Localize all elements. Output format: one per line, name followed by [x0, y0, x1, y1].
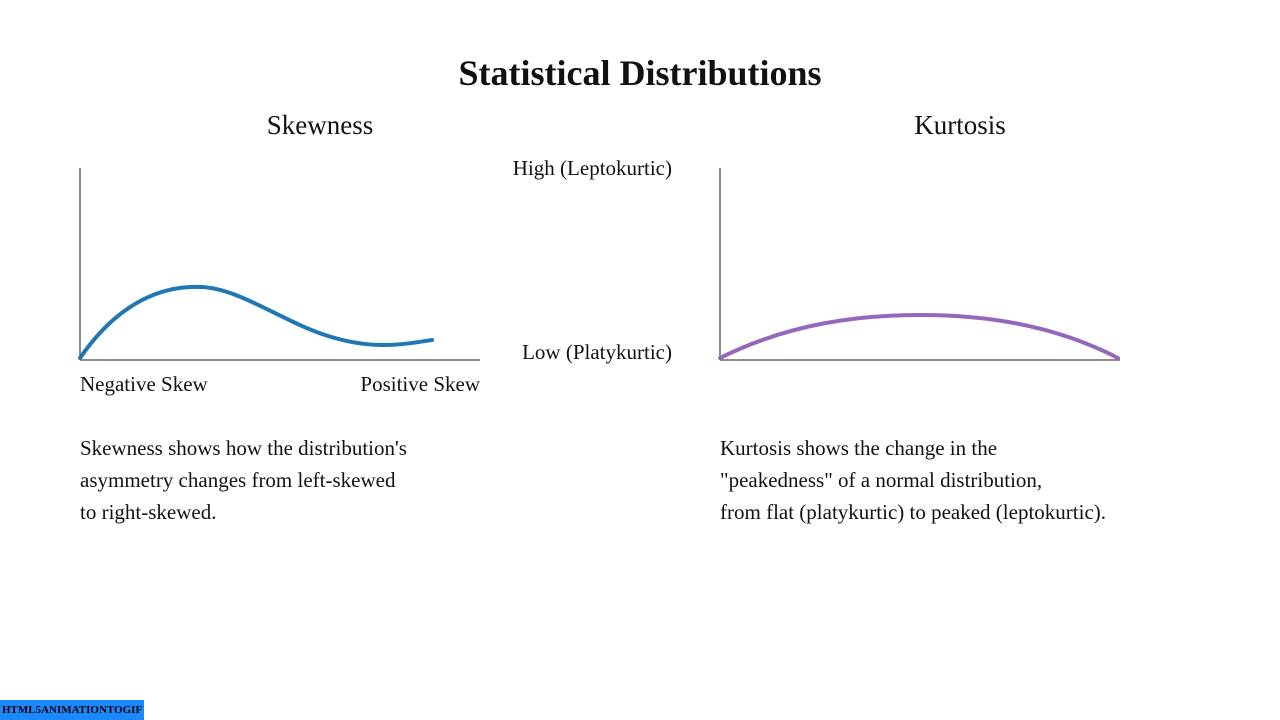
kurtosis-title: Kurtosis — [914, 110, 1006, 140]
skewness-title: Skewness — [266, 110, 374, 140]
kurtosis-curve — [718, 312, 1120, 360]
skewness-chart — [78, 168, 480, 361]
watermark-badge: HTML5ANIMATIONTOGIF — [0, 700, 145, 720]
skewness-left-tick: Negative Skew — [80, 372, 208, 396]
kurtosis-high-label: High (Leptokurtic) — [512, 156, 672, 180]
skewness-curve — [78, 284, 434, 360]
kurtosis-description: Kurtosis shows the change in the "peaked… — [720, 436, 1107, 524]
skewness-right-tick: Positive Skew — [360, 372, 480, 396]
kurtosis-low-label: Low (Platykurtic) — [522, 340, 672, 364]
page-title: Statistical Distributions — [458, 53, 822, 93]
skewness-description: Skewness shows how the distribution's as… — [80, 436, 407, 524]
kurtosis-chart — [718, 168, 1120, 361]
